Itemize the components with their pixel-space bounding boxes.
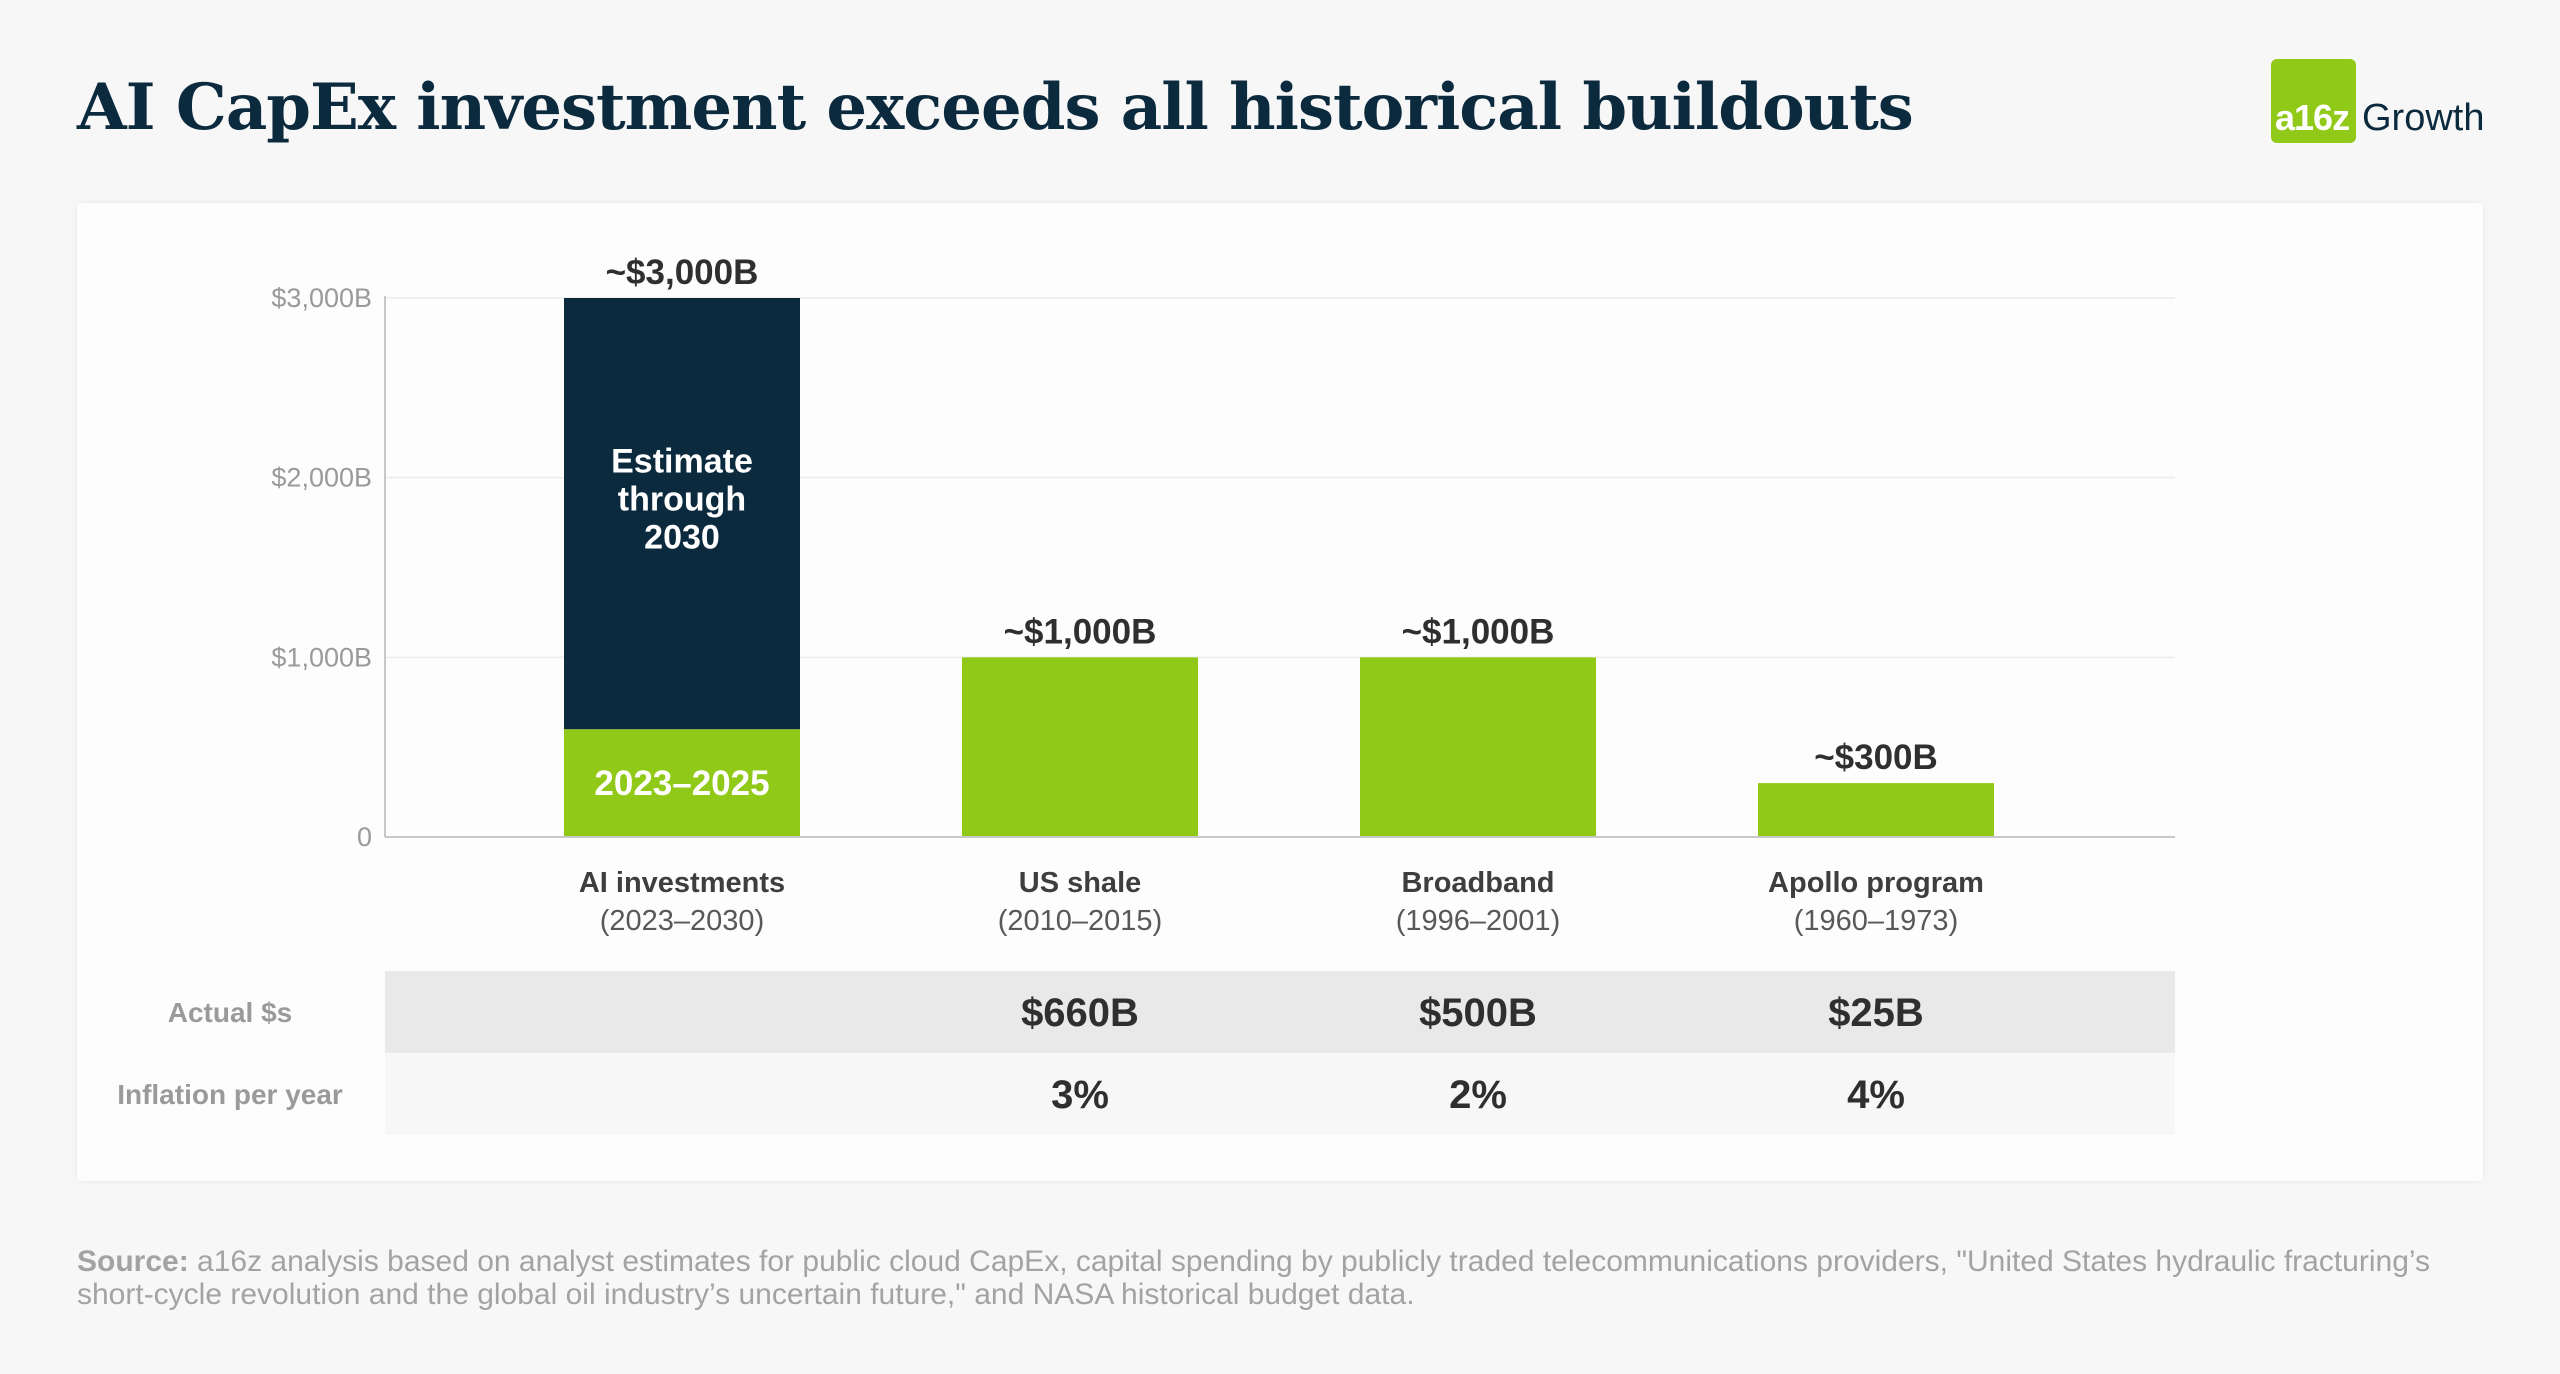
table-cell-value: $500B xyxy=(1419,991,1537,1035)
category-period-label: (2010–2015) xyxy=(998,905,1162,937)
page-title: AI CapEx investment exceeds all historic… xyxy=(77,70,1914,145)
category-period-label: (2023–2030) xyxy=(600,905,764,937)
bar-total-label: ~$300B xyxy=(1814,738,1938,777)
y-tick-label: $2,000B xyxy=(271,463,372,493)
source-label: Source: xyxy=(77,1245,189,1278)
capex-bar-chart: 0 $1,000B $2,000B $3,000B ~$3,000B ~$1,000B ~$… xyxy=(117,253,2175,1135)
bar-total-label: ~$3,000B xyxy=(606,253,759,292)
source-note: Source: a16z analysis based on analyst e… xyxy=(77,1245,2477,1311)
category-label: US shale xyxy=(1019,867,1142,899)
segment-label-estimate: Estimate through 2030 xyxy=(611,443,753,557)
table-row-label: Actual $s xyxy=(168,997,293,1028)
bar-segment xyxy=(564,729,800,837)
table-cell-value: 4% xyxy=(1847,1073,1905,1117)
logo-wordmark: Growth xyxy=(2362,97,2485,139)
table-row-band xyxy=(385,971,2175,1053)
table-cell-value: 3% xyxy=(1051,1073,1109,1117)
bar-segment xyxy=(564,298,800,730)
table-row-band xyxy=(385,1053,2175,1135)
chart-card: 0 $1,000B $2,000B $3,000B ~$3,000B ~$1,000B ~$… xyxy=(77,203,2483,1181)
table-cell-value: $25B xyxy=(1828,991,1924,1035)
bar-segment xyxy=(962,657,1198,837)
category-label: AI investments xyxy=(579,867,785,899)
logo-badge: a16z xyxy=(2271,59,2356,143)
bar-segment xyxy=(1360,657,1596,837)
y-tick-label: 0 xyxy=(357,822,372,852)
bar-segment xyxy=(1758,783,1994,837)
y-tick-label: $3,000B xyxy=(271,283,372,313)
y-tick-label: $1,000B xyxy=(271,642,372,672)
category-period-label: (1996–2001) xyxy=(1396,905,1560,937)
logo-mark: a16z xyxy=(2275,97,2350,138)
table-cell-value: 2% xyxy=(1449,1073,1507,1117)
source-text: a16z analysis based on analyst estimates… xyxy=(77,1245,2430,1311)
segment-label-actual: 2023–2025 xyxy=(594,764,769,803)
category-label: Broadband xyxy=(1401,867,1554,899)
category-label: Apollo program xyxy=(1768,867,1984,899)
category-period-label: (1960–1973) xyxy=(1794,905,1958,937)
bar-total-label: ~$1,000B xyxy=(1004,612,1157,651)
table-cell-value: $660B xyxy=(1021,991,1139,1035)
bar-total-label: ~$1,000B xyxy=(1402,612,1555,651)
table-row-label: Inflation per year xyxy=(117,1079,343,1110)
